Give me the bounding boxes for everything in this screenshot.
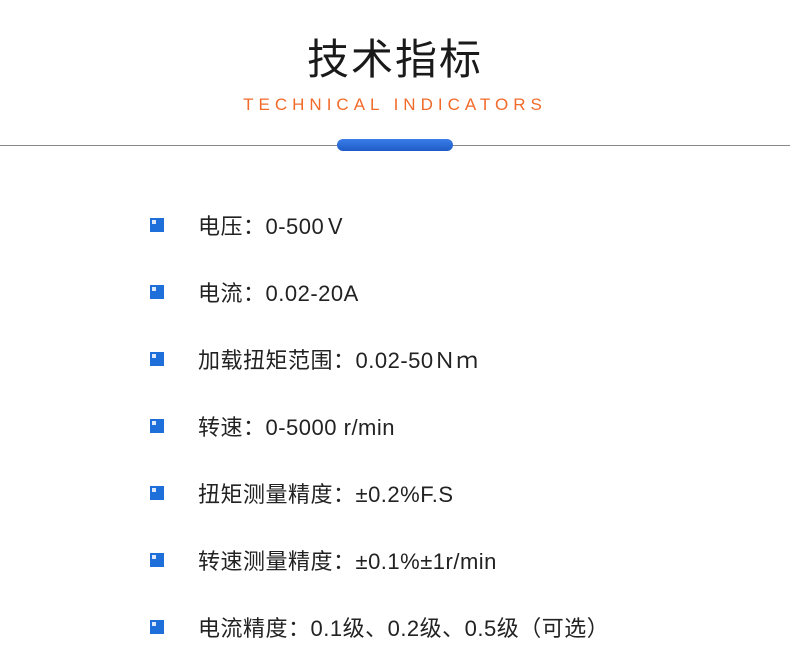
bullet-icon [150, 419, 164, 433]
bullet-icon [150, 486, 164, 500]
spec-text: 转速：0-5000 r/min [198, 410, 395, 442]
spec-text: 电压：0-500Ｖ [198, 209, 347, 241]
spec-text: 扭矩测量精度：±0.2%F.S [198, 477, 454, 509]
divider [0, 139, 790, 151]
spec-text: 转速测量精度：±0.1%±1r/min [198, 544, 497, 576]
page-container: 技术指标 TECHNICAL INDICATORS 电压：0-500Ｖ 电流：0… [0, 0, 790, 643]
bullet-icon [150, 553, 164, 567]
list-item: 扭矩测量精度：±0.2%F.S [150, 477, 790, 509]
divider-bar [337, 139, 453, 151]
list-item: 电流精度：0.1级、0.2级、0.5级（可选） [150, 611, 790, 643]
spec-text: 电流精度：0.1级、0.2级、0.5级（可选） [198, 611, 609, 643]
spec-text: 电流：0.02-20A [198, 276, 359, 308]
bullet-icon [150, 620, 164, 634]
spec-text: 加载扭矩范围：0.02-50Ｎｍ [198, 343, 479, 375]
bullet-icon [150, 285, 164, 299]
bullet-icon [150, 352, 164, 366]
list-item: 电压：0-500Ｖ [150, 209, 790, 241]
bullet-icon [150, 218, 164, 232]
page-title: 技术指标 [0, 26, 790, 87]
list-item: 电流：0.02-20A [150, 276, 790, 308]
list-item: 加载扭矩范围：0.02-50Ｎｍ [150, 343, 790, 375]
list-item: 转速：0-5000 r/min [150, 410, 790, 442]
page-subtitle: TECHNICAL INDICATORS [0, 95, 790, 115]
spec-list: 电压：0-500Ｖ 电流：0.02-20A 加载扭矩范围：0.02-50Ｎｍ 转… [0, 209, 790, 643]
list-item: 转速测量精度：±0.1%±1r/min [150, 544, 790, 576]
